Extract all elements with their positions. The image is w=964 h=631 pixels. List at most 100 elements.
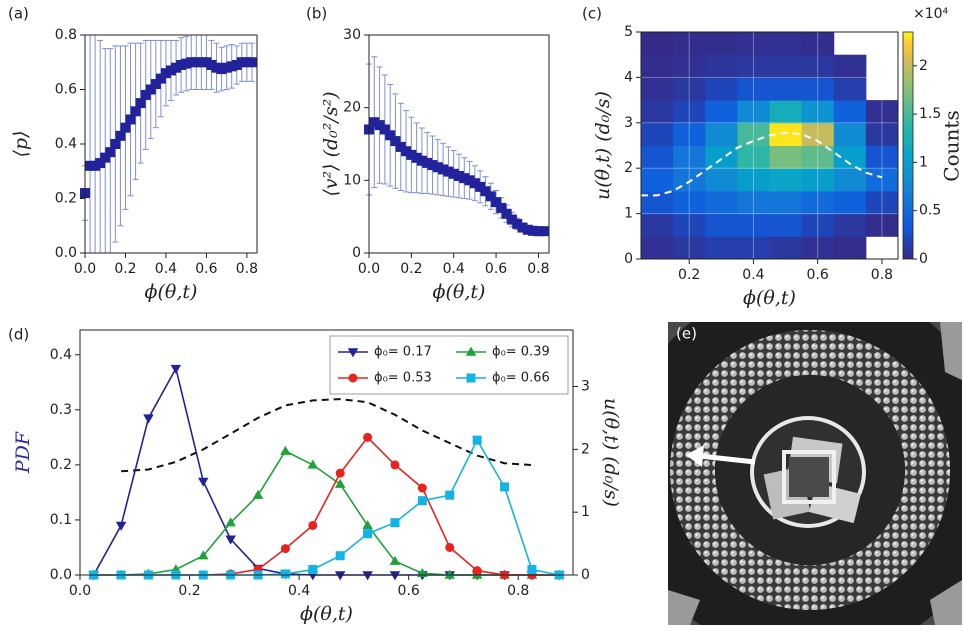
marker bbox=[389, 555, 401, 565]
data-point bbox=[491, 197, 502, 208]
marker bbox=[390, 518, 400, 528]
heat-cell bbox=[769, 213, 803, 237]
y2-axis-title: u(θ,t) (d₀/s) bbox=[600, 398, 622, 507]
y-tick-label: 10 bbox=[343, 172, 361, 188]
heat-cell bbox=[865, 100, 899, 124]
heat-cell bbox=[801, 145, 835, 169]
panel-label: (e) bbox=[676, 325, 697, 343]
data-point bbox=[411, 152, 422, 163]
marker bbox=[500, 482, 510, 492]
marker bbox=[417, 496, 427, 506]
y-axis-title: ⟨v²⟩ (d₀²/s²) bbox=[320, 91, 342, 196]
data-point bbox=[145, 84, 156, 95]
heat-cell bbox=[705, 213, 738, 237]
marker bbox=[280, 445, 291, 455]
heat-cell bbox=[673, 213, 706, 237]
x-axis-title: ϕ(θ,t) bbox=[433, 281, 486, 303]
data-point bbox=[379, 124, 390, 135]
heat-cell bbox=[705, 145, 738, 169]
x-tick-label: 0.6 bbox=[485, 261, 507, 277]
heat-cell bbox=[801, 122, 835, 146]
legend-marker bbox=[465, 346, 477, 356]
heat-cell bbox=[737, 145, 770, 169]
x-axis-title: ϕ(θ,t) bbox=[300, 603, 353, 625]
data-point bbox=[517, 222, 528, 233]
data-point bbox=[135, 98, 146, 109]
data-point bbox=[432, 162, 443, 173]
heat-cell bbox=[769, 54, 803, 78]
heat-cell bbox=[801, 236, 835, 260]
heat-cell bbox=[705, 32, 738, 56]
y-tick-label: 0.4 bbox=[50, 347, 72, 363]
heat-cell bbox=[833, 190, 867, 215]
data-point bbox=[125, 114, 136, 125]
data-point bbox=[454, 170, 464, 181]
marker bbox=[225, 517, 236, 527]
panel-label: (a) bbox=[8, 5, 29, 23]
data-point bbox=[95, 158, 106, 169]
heat-cell bbox=[673, 32, 706, 56]
data-point bbox=[448, 168, 459, 179]
heat-cell bbox=[801, 77, 835, 101]
heat-cell bbox=[705, 54, 738, 78]
data-point bbox=[427, 160, 438, 171]
heat-cell bbox=[705, 100, 738, 124]
data-point bbox=[512, 218, 523, 229]
data-point bbox=[191, 57, 202, 68]
heat-cell bbox=[833, 213, 867, 237]
data-point bbox=[140, 89, 151, 100]
x-tick-label: 0.8 bbox=[871, 267, 893, 283]
heat-cell bbox=[865, 145, 899, 169]
y-tick-label: 0.0 bbox=[55, 245, 77, 261]
data-point bbox=[401, 146, 412, 157]
x-tick-label: 0.8 bbox=[527, 261, 549, 277]
marker bbox=[225, 535, 236, 545]
heat-cell bbox=[737, 100, 770, 124]
legend-marker bbox=[347, 348, 359, 358]
panel-label: (c) bbox=[582, 5, 602, 23]
data-point bbox=[226, 61, 237, 72]
colorbar-tick-label: 0.5 bbox=[919, 203, 941, 219]
heat-cell bbox=[641, 213, 674, 237]
data-point bbox=[443, 166, 454, 177]
panel-label: (d) bbox=[8, 326, 29, 344]
y-tick-label: 0.8 bbox=[55, 27, 77, 43]
data-point bbox=[506, 214, 517, 225]
y2-tick-label: 0 bbox=[581, 567, 590, 583]
heat-cell bbox=[737, 32, 770, 56]
heat-cell bbox=[801, 190, 835, 215]
marker bbox=[472, 435, 482, 445]
data-point bbox=[150, 79, 161, 90]
y-tick-label: 0.6 bbox=[55, 82, 77, 98]
x-tick-label: 0.2 bbox=[678, 267, 700, 283]
heat-cell bbox=[673, 145, 706, 169]
legend-box bbox=[329, 335, 569, 395]
mean-curve bbox=[121, 398, 532, 473]
plot-frame bbox=[640, 31, 899, 260]
heat-cell bbox=[641, 145, 674, 169]
data-point bbox=[485, 191, 496, 202]
marker bbox=[308, 564, 318, 574]
heat-cell bbox=[769, 77, 803, 101]
heat-cell bbox=[737, 168, 770, 192]
heat-cell bbox=[641, 236, 674, 260]
heat-cell bbox=[865, 168, 899, 192]
data-point bbox=[181, 58, 192, 69]
heat-cell bbox=[833, 168, 867, 192]
data-point bbox=[390, 136, 401, 147]
legend-label: ϕ₀= 0.39 bbox=[492, 345, 550, 360]
heat-cell bbox=[833, 145, 867, 169]
heat-cell bbox=[737, 190, 770, 215]
data-point bbox=[176, 59, 187, 70]
heat-cell bbox=[641, 100, 674, 124]
heat-cell bbox=[769, 32, 803, 56]
error-bar bbox=[97, 39, 104, 254]
y-tick-label: 4 bbox=[624, 69, 633, 85]
plot-frame bbox=[84, 34, 258, 254]
heat-cell bbox=[865, 122, 899, 146]
data-point bbox=[501, 208, 512, 219]
legend-label: ϕ₀= 0.17 bbox=[374, 345, 432, 360]
heat-cell bbox=[769, 168, 803, 192]
marker bbox=[335, 551, 345, 561]
data-point bbox=[155, 73, 166, 84]
